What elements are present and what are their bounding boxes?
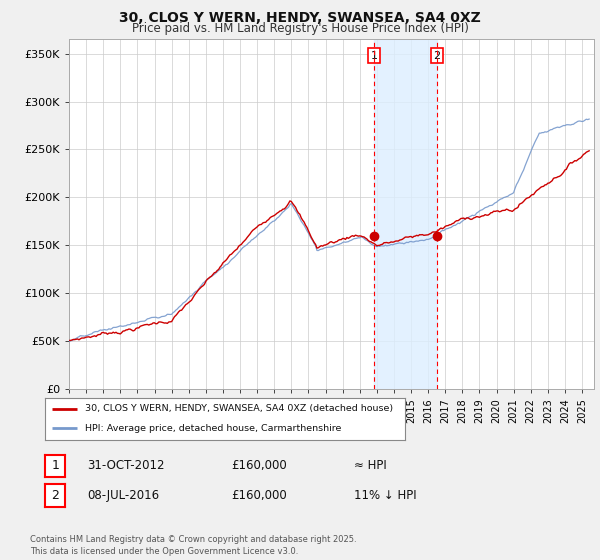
Text: 2: 2 — [433, 50, 440, 60]
Text: 1: 1 — [370, 50, 377, 60]
Text: 30, CLOS Y WERN, HENDY, SWANSEA, SA4 0XZ: 30, CLOS Y WERN, HENDY, SWANSEA, SA4 0XZ — [119, 11, 481, 25]
Text: 2: 2 — [51, 489, 59, 502]
Bar — [374, 39, 437, 389]
Text: ≈ HPI: ≈ HPI — [354, 459, 387, 473]
Text: Price paid vs. HM Land Registry's House Price Index (HPI): Price paid vs. HM Land Registry's House … — [131, 22, 469, 35]
Text: 11% ↓ HPI: 11% ↓ HPI — [354, 489, 416, 502]
Text: £160,000: £160,000 — [231, 459, 287, 473]
Text: £160,000: £160,000 — [231, 489, 287, 502]
Text: 31-OCT-2012: 31-OCT-2012 — [87, 459, 164, 473]
Text: 30, CLOS Y WERN, HENDY, SWANSEA, SA4 0XZ (detached house): 30, CLOS Y WERN, HENDY, SWANSEA, SA4 0XZ… — [85, 404, 393, 413]
Text: Contains HM Land Registry data © Crown copyright and database right 2025.
This d: Contains HM Land Registry data © Crown c… — [30, 535, 356, 556]
Text: 08-JUL-2016: 08-JUL-2016 — [87, 489, 159, 502]
Text: HPI: Average price, detached house, Carmarthenshire: HPI: Average price, detached house, Carm… — [85, 424, 341, 433]
Text: 1: 1 — [51, 459, 59, 473]
